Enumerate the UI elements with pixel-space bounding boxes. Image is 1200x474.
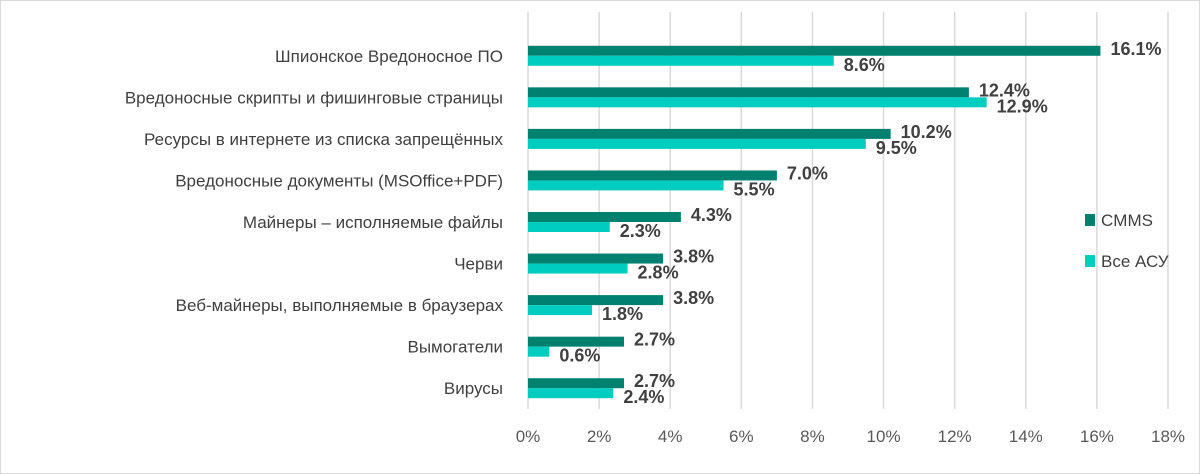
category-label: Черви [454,255,503,274]
category-label: Вредоносные документы (MSOffice+PDF) [175,171,503,190]
data-label: 3.8% [673,288,714,308]
data-label: 12.4% [979,80,1030,100]
x-tick-label: 16% [1080,427,1114,446]
x-tick-label: 4% [658,427,683,446]
category-label: Шпионское Вредоносное ПО [275,47,503,66]
x-tick-label: 0% [516,427,541,446]
bar-all-ics [528,305,592,316]
data-label: 16.1% [1110,39,1161,59]
bar-cmms [528,170,777,181]
category-label: Майнеры – исполняемые файлы [243,213,503,232]
legend-swatch [1085,214,1095,226]
bar-cmms [528,87,969,98]
category-label: Веб-майнеры, выполняемые в браузерах [176,296,504,315]
data-label: 2.8% [638,263,679,283]
bar-cmms [528,253,664,264]
bar-cmms [528,128,891,139]
legend-swatch [1085,255,1095,267]
bar-all-ics [528,138,866,149]
x-tick-label: 10% [867,427,901,446]
bar-all-ics [528,180,724,191]
data-label: 5.5% [734,179,775,199]
x-tick-label: 12% [938,427,972,446]
data-label: 2.4% [623,387,664,407]
category-label: Ресурсы в интернете из списка запрещённы… [144,130,503,149]
data-label: 4.3% [691,205,732,225]
x-tick-label: 18% [1151,427,1185,446]
data-label: 3.8% [673,247,714,267]
data-label: 12.9% [997,96,1048,116]
bar-cmms [528,378,624,389]
x-tick-label: 14% [1009,427,1043,446]
legend-label: Все АСУ [1101,252,1169,271]
bar-all-ics [528,55,834,66]
x-tick-label: 2% [587,427,612,446]
bar-cmms [528,295,664,306]
x-tick-label: 6% [729,427,754,446]
data-label: 9.5% [876,138,917,158]
bar-all-ics [528,97,987,108]
bar-all-ics [528,263,628,274]
data-label: 2.3% [620,221,661,241]
data-label: 0.6% [559,346,600,366]
legend-label: CMMS [1101,211,1153,230]
data-label: 2.7% [634,330,675,350]
x-tick-label: 8% [800,427,825,446]
category-label: Вирусы [444,379,503,398]
data-label: 7.0% [787,163,828,183]
bar-all-ics [528,222,610,232]
bar-cmms [528,45,1101,56]
bar-cmms [528,336,624,347]
data-label: 10.2% [901,122,952,142]
data-label: 8.6% [844,55,885,75]
bar-all-ics [528,346,550,357]
category-label: Вымогатели [407,338,503,357]
bar-all-ics [528,388,614,399]
data-label: 1.8% [602,304,643,324]
bar-cmms [528,212,681,222]
category-label: Вредоносные скрипты и фишинговые страниц… [125,88,503,107]
data-label: 2.7% [634,371,675,391]
